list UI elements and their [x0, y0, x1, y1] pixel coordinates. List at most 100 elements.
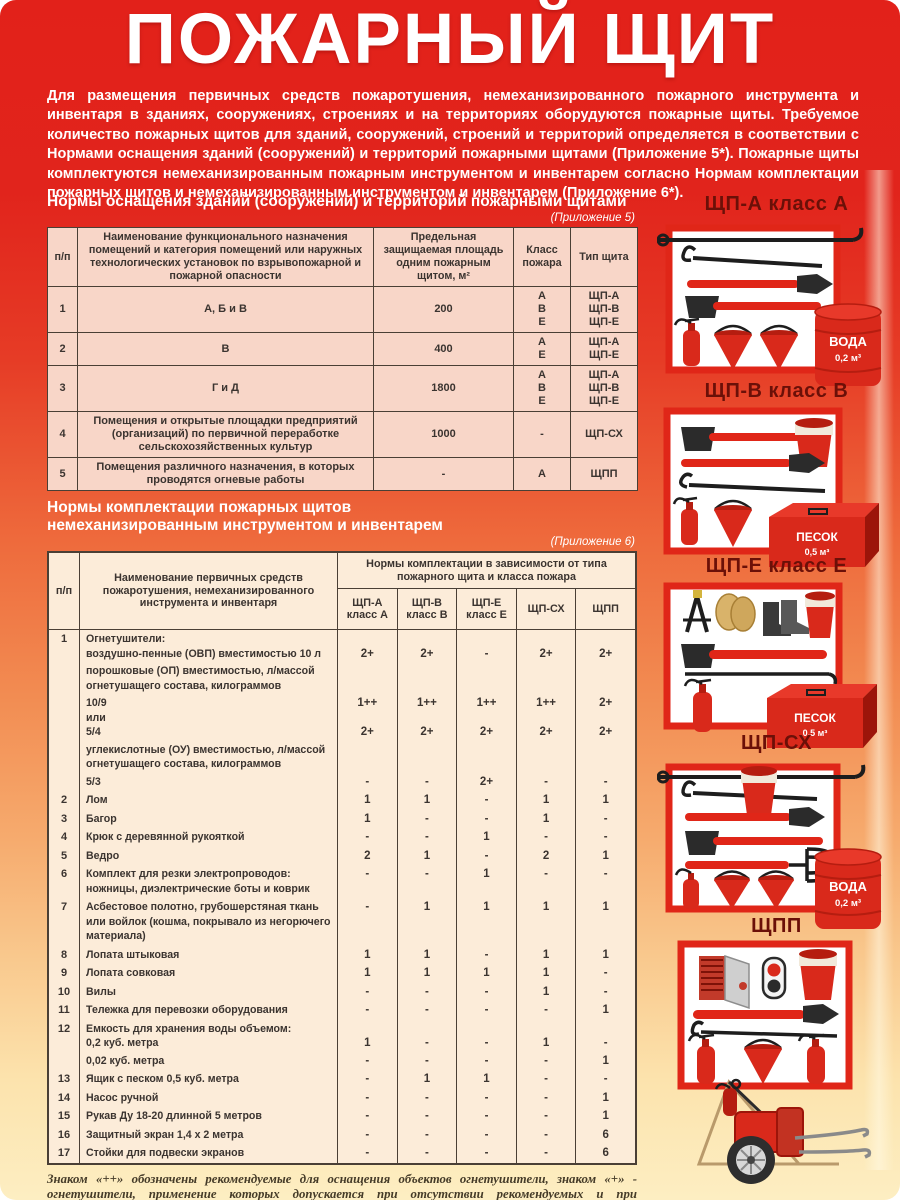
item-count-value [576, 664, 635, 679]
table1-header-cell: Класс пожара [513, 227, 571, 287]
item-count-value: - [544, 1110, 549, 1122]
item-count-cell: 1 [337, 809, 397, 828]
item-count-cell: - [337, 1107, 397, 1126]
item-count-value: 2+ [479, 775, 494, 788]
item-name-cell: Лом [79, 791, 337, 810]
item-count-value: 1 [364, 794, 371, 806]
sand-box-icon: ПЕСОК 0,5 м³ [768, 503, 879, 567]
item-count-value: - [424, 1128, 429, 1141]
item-count-value: 1 [542, 794, 550, 806]
item-count-value: - [424, 1091, 429, 1104]
item-count-cell: - [396, 1125, 457, 1144]
row-number-cell: 4 [60, 831, 68, 843]
premises-name-cell: Г и Д [77, 365, 374, 412]
item-count-cell: 2+ 1++ 2+ - [337, 630, 397, 791]
table2-shield-type-header: ЩП-Е класс Е [456, 589, 516, 629]
item-name-line: Лом [86, 794, 108, 806]
cone-bucket-icon [713, 870, 750, 909]
fire-class-value: Е [538, 395, 546, 407]
table2-row: 9 Лопата совковая 1 1 1 1 - [49, 964, 635, 983]
item-count-value: 1 [602, 1004, 609, 1016]
item-count-value: 1 [423, 967, 431, 979]
item-name-line: Асбестовое полотно, грубошерстяная ткань [86, 901, 319, 913]
protected-area-cell: - [373, 457, 514, 491]
item-name-cell: Багор [79, 809, 337, 828]
item-name-line: Комплект для резки электропроводов: [86, 868, 291, 880]
table2-body: 1 Огнетушители: воздушно-пенные (ОВП) вмес… [49, 630, 635, 1163]
item-name-cell: Стойки для подвески экранов [79, 1144, 337, 1163]
intro-paragraph: Для размещения первичных средств пожарот… [47, 88, 859, 202]
table2-row: 1 Огнетушители: воздушно-пенные (ОВП) вмес… [49, 630, 635, 791]
panel-shpb-title: ЩП-В класс В [704, 380, 849, 402]
table2-col-name: Наименование первичных средств пожаротуш… [79, 553, 337, 629]
item-count-value: - [484, 849, 489, 862]
item-count-value: - [424, 1054, 429, 1067]
item-count-cell: - [396, 1088, 457, 1107]
tables-column: Нормы оснащения зданий (сооружений) и те… [47, 193, 638, 1200]
item-count-cell: - [337, 1125, 397, 1144]
item-name-cell: Огнетушители: воздушно-пенные (ОВП) вмест… [79, 630, 337, 791]
row-number-cell: 3 [47, 365, 78, 412]
item-count-value [398, 679, 457, 694]
item-count-value: 2+ [360, 647, 374, 660]
item-count-cell: 2 [337, 846, 397, 865]
item-count-value: 1 [602, 849, 609, 862]
item-count-cell: 1 [337, 791, 397, 810]
item-count-cell: - [456, 1125, 516, 1144]
item-name-line: Защитный экран 1,4 х 2 метра [86, 1128, 244, 1141]
fire-extinguisher-icon [674, 868, 699, 909]
item-count-cell: 1 [575, 1107, 635, 1126]
row-number-cell: 9 [60, 967, 68, 979]
panel-shpp: ЩПП [653, 915, 900, 1090]
appendix-6-label: (Приложение 6) [550, 536, 635, 548]
item-count-value: - [424, 1004, 429, 1016]
fire-class-cell: А [513, 457, 571, 491]
item-count-cell: - [575, 964, 635, 983]
shield-type-value: ЩП-Е [588, 395, 620, 407]
item-count-value [398, 664, 457, 679]
item-name-line: Насос ручной [86, 1091, 159, 1104]
item-count-value: 2+ [599, 726, 613, 738]
water-barrel-icon: ВОДА 0,2 м³ [813, 303, 882, 386]
item-count-value: - [484, 794, 489, 806]
fire-hose-cabinet-icon [698, 954, 750, 1010]
table2-row: 14 Насос ручной - - - - 1 [49, 1088, 635, 1107]
cone-bucket-icon [743, 1038, 782, 1084]
item-count-value: - [424, 831, 429, 843]
item-count-value: - [544, 1147, 549, 1159]
sand-box-label: ПЕСОК [796, 530, 838, 544]
item-count-cell: - [515, 1001, 576, 1020]
table1-header: п/п Наименование функционального назначен… [47, 227, 638, 287]
item-count-cell: 1 [515, 945, 576, 964]
row-number-cell: 4 [47, 411, 78, 458]
item-count-value: - [365, 901, 370, 913]
item-count-value: 1 [483, 901, 490, 913]
item-name-line: 5/4 [86, 726, 101, 738]
item-count-cell: - [575, 982, 635, 1001]
item-count-value [576, 1022, 635, 1037]
fire-class-value: В [538, 303, 546, 315]
item-count-value: - [424, 1037, 429, 1049]
table2-shield-type-header: ЩП-В класс В [396, 589, 457, 629]
item-name-line: Вилы [86, 985, 116, 998]
item-count-value: - [484, 1128, 489, 1141]
item-count-cell: 1 [515, 809, 576, 828]
panel-shpa: ЩП-А класс А ВОДА 0,2 м³ [653, 193, 900, 390]
row-number-cell: 1 [47, 286, 78, 333]
row-number-cell: 16 [57, 1128, 71, 1141]
item-count-cell: 6 [575, 1144, 635, 1163]
item-count-value [398, 1022, 457, 1037]
item-count-value [517, 915, 576, 930]
item-count-cell: - [337, 865, 397, 898]
item-count-value: - [424, 868, 429, 880]
panel-shpb: ЩП-В класс В ПЕСОК 0,5 м³ [653, 380, 900, 573]
item-count-value: - [484, 1147, 489, 1159]
table2-heading-line1: Нормы комплектации пожарных щитов [47, 499, 352, 516]
protected-area-cell: 400 [373, 332, 514, 366]
fire-extinguisher-icon [672, 496, 698, 545]
panel-shpp-title: ЩПП [751, 915, 802, 937]
water-barrel-icon: ВОДА 0,2 м³ [813, 848, 882, 929]
item-count-value [517, 711, 576, 726]
shield-type-cell: ЩПП [570, 457, 638, 491]
